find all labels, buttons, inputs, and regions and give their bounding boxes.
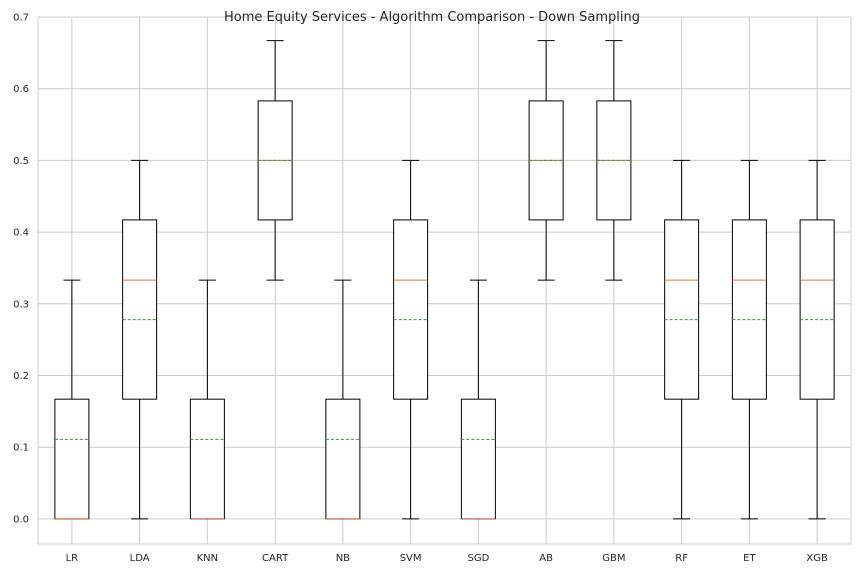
box — [460, 398, 496, 520]
y-tick-label: 0.3 — [13, 299, 29, 310]
box — [731, 219, 767, 400]
x-tick-label: SGD — [467, 553, 489, 564]
x-tick-label: SVM — [400, 553, 422, 564]
x-tick-label: LR — [66, 553, 79, 564]
box — [799, 219, 835, 400]
x-tick-label: XGB — [806, 553, 828, 564]
x-tick-label: CART — [262, 553, 289, 564]
y-tick-label: 0.5 — [13, 156, 29, 167]
box — [54, 398, 90, 520]
chart-title: Home Equity Services - Algorithm Compari… — [224, 10, 640, 25]
box — [122, 219, 158, 400]
box — [189, 398, 225, 520]
y-tick-label: 0.7 — [13, 13, 29, 24]
box — [664, 219, 700, 400]
box — [325, 398, 361, 520]
y-tick-label: 0.6 — [13, 84, 29, 95]
plot-area — [38, 17, 851, 544]
x-tick-label: LDA — [130, 553, 150, 564]
y-tick-label: 0.1 — [13, 443, 29, 454]
x-tick-label: KNN — [197, 553, 219, 564]
y-tick-label: 0.4 — [13, 228, 29, 239]
x-tick-label: RF — [675, 553, 688, 564]
x-tick-label: NB — [336, 553, 350, 564]
box — [393, 219, 429, 400]
x-tick-label: AB — [539, 553, 553, 564]
y-tick-label: 0.0 — [13, 514, 29, 525]
x-tick-label: ET — [743, 553, 756, 564]
plot-frame — [37, 16, 852, 545]
x-tick-label: GBM — [602, 553, 625, 564]
y-tick-label: 0.2 — [13, 371, 29, 382]
